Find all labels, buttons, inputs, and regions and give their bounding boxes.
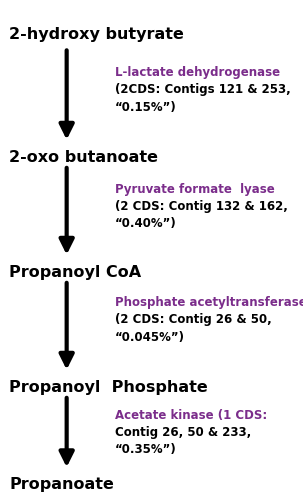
Text: Propanoyl  Phosphate: Propanoyl Phosphate — [9, 380, 208, 395]
Text: “0.40%”): “0.40%”) — [115, 218, 177, 230]
Text: “0.15%”): “0.15%”) — [115, 101, 177, 114]
Text: “0.35%”): “0.35%”) — [115, 444, 177, 456]
Text: (2CDS: Contigs 121 & 253,: (2CDS: Contigs 121 & 253, — [115, 84, 291, 96]
Text: 2-oxo butanoate: 2-oxo butanoate — [9, 150, 158, 165]
Text: (2 CDS: Contig 132 & 162,: (2 CDS: Contig 132 & 162, — [115, 200, 288, 213]
Text: Propanoyl CoA: Propanoyl CoA — [9, 265, 141, 280]
Text: Contig 26, 50 & 233,: Contig 26, 50 & 233, — [115, 426, 251, 439]
Text: L-lactate dehydrogenase: L-lactate dehydrogenase — [115, 66, 280, 79]
Text: Acetate kinase (1 CDS:: Acetate kinase (1 CDS: — [115, 408, 267, 422]
Text: “0.045%”): “0.045%”) — [115, 331, 185, 344]
Text: Pyruvate formate  lyase: Pyruvate formate lyase — [115, 182, 275, 196]
Text: (2 CDS: Contig 26 & 50,: (2 CDS: Contig 26 & 50, — [115, 314, 272, 326]
Text: Phosphate acetyltransferase: Phosphate acetyltransferase — [115, 296, 303, 309]
Text: 2-hydroxy butyrate: 2-hydroxy butyrate — [9, 28, 184, 42]
Text: Propanoate: Propanoate — [9, 478, 114, 492]
